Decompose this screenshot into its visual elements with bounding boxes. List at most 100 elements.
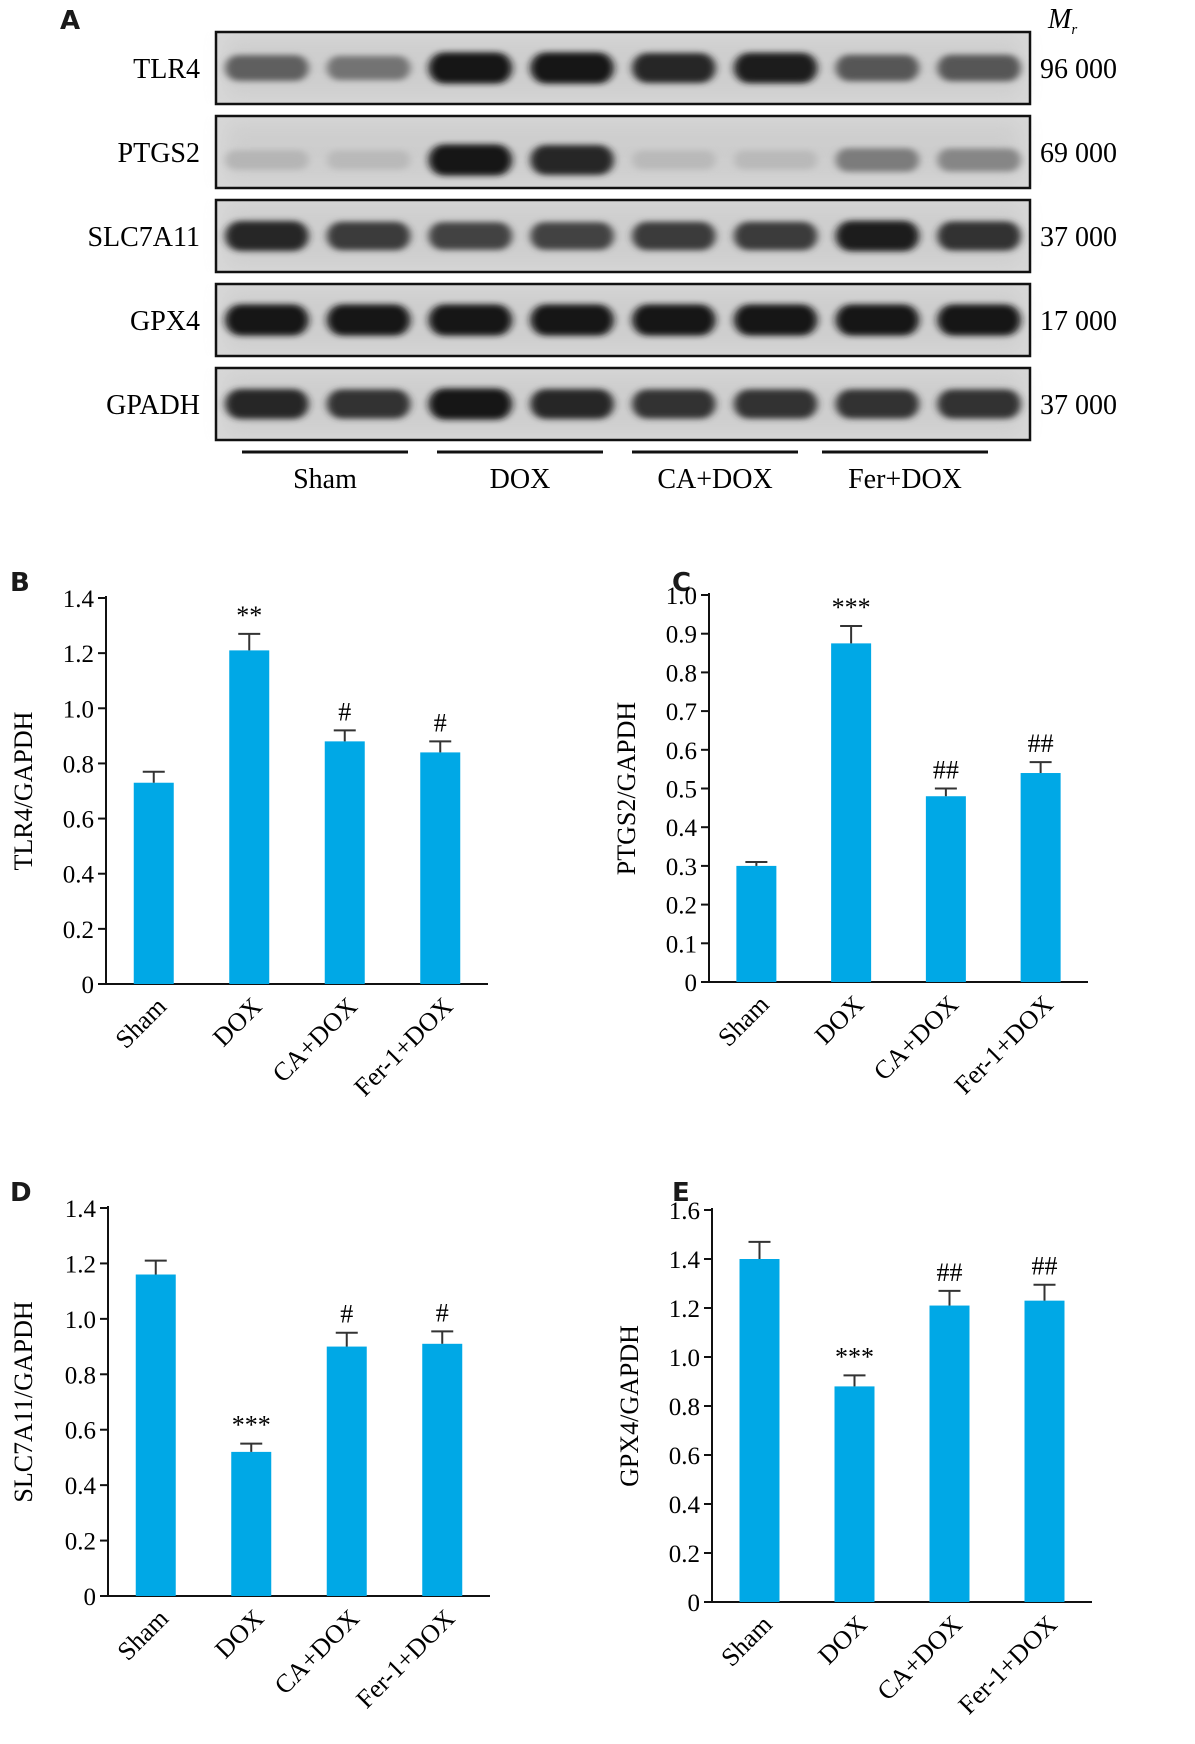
blot-band bbox=[733, 304, 818, 336]
blot-band bbox=[632, 53, 716, 83]
blot-band bbox=[835, 389, 920, 419]
blot-band bbox=[326, 55, 411, 81]
blot-band bbox=[733, 221, 818, 251]
significance-label: ## bbox=[1028, 729, 1054, 758]
significance-label: *** bbox=[835, 1342, 874, 1371]
x-tick-label: CA+DOX bbox=[868, 990, 964, 1086]
y-tick-label: 1.6 bbox=[669, 1198, 700, 1225]
x-tick-label: CA+DOX bbox=[871, 1610, 967, 1706]
y-tick-label: 1.0 bbox=[63, 696, 94, 723]
panel-label-e: E bbox=[672, 1178, 690, 1208]
x-tick-label: Sham bbox=[112, 1604, 174, 1666]
blot-band bbox=[835, 304, 920, 336]
y-tick-label: 0.6 bbox=[65, 1418, 96, 1445]
y-tick-label: 0.4 bbox=[666, 815, 698, 842]
blot-row-gpadh: GPADH 37 000 bbox=[106, 366, 1117, 442]
blot-band bbox=[937, 389, 1021, 419]
blot-band bbox=[530, 145, 614, 175]
x-tick-label: DOX bbox=[209, 1604, 269, 1664]
x-tick-label: Fer-1+DOX bbox=[949, 990, 1059, 1100]
panel-label-d: D bbox=[10, 1178, 32, 1208]
blot-frame bbox=[214, 282, 1032, 358]
x-tick-label: DOX bbox=[812, 1610, 872, 1670]
y-tick-label: 0.8 bbox=[63, 751, 94, 778]
blot-band bbox=[225, 389, 309, 419]
bar bbox=[229, 650, 270, 984]
blot-band bbox=[835, 54, 920, 82]
blot-band bbox=[937, 54, 1021, 82]
x-tick-label: DOX bbox=[207, 992, 267, 1052]
blot-band bbox=[428, 388, 513, 420]
significance-label: # bbox=[436, 1298, 449, 1327]
blot-band bbox=[632, 389, 716, 419]
panel-label-a: A bbox=[60, 6, 81, 36]
x-tick-label: DOX bbox=[809, 990, 869, 1050]
bar bbox=[834, 1386, 875, 1602]
chart-d: SLC7A11/GAPDH 0 0.2 0.4 0.6 0.8 1.0 1.2 1.4 Sham *… bbox=[9, 1196, 490, 1714]
x-tick-label: CA+DOX bbox=[269, 1604, 365, 1700]
blot-mw-label: 69 000 bbox=[1040, 138, 1117, 169]
y-tick-label: 1.2 bbox=[63, 641, 94, 668]
y-tick-label: 1.0 bbox=[666, 583, 697, 610]
blot-row-slc7a11: SLC7A11 37 000 bbox=[87, 198, 1117, 274]
y-tick-label: 1.2 bbox=[65, 1251, 96, 1278]
y-tick-label: 1.2 bbox=[669, 1296, 700, 1323]
bar bbox=[1024, 1300, 1065, 1602]
y-tick-label: 0.5 bbox=[666, 777, 697, 804]
y-tick-label: 0.4 bbox=[63, 862, 95, 889]
blot-band bbox=[428, 52, 513, 84]
blot-band bbox=[530, 304, 614, 336]
blot-band bbox=[733, 52, 818, 84]
y-tick-label: 0.6 bbox=[666, 738, 697, 765]
y-axis-label: SLC7A11/GAPDH bbox=[9, 1301, 38, 1503]
blot-mw-label: 37 000 bbox=[1040, 222, 1117, 253]
blot-row-label: PTGS2 bbox=[118, 138, 200, 169]
y-tick-label: 0 bbox=[685, 970, 698, 997]
y-axis-label: PTGS2/GAPDH bbox=[612, 702, 641, 876]
blot-band bbox=[937, 148, 1021, 172]
blot-band bbox=[632, 221, 716, 251]
blot-mw-label: 96 000 bbox=[1040, 54, 1117, 85]
y-tick-label: 1.4 bbox=[65, 1196, 97, 1223]
bar bbox=[324, 741, 365, 984]
blot-frame bbox=[214, 114, 1032, 190]
y-tick-label: 0.3 bbox=[666, 854, 697, 881]
y-tick-label: 0.9 bbox=[666, 622, 697, 649]
blot-band bbox=[326, 221, 411, 251]
x-tick-label: Fer-1+DOX bbox=[953, 1610, 1063, 1720]
bar bbox=[420, 752, 461, 984]
significance-label: ** bbox=[236, 601, 262, 630]
y-tick-label: 0.2 bbox=[63, 917, 94, 944]
blot-frame bbox=[214, 198, 1032, 274]
significance-label: ## bbox=[1032, 1252, 1058, 1281]
blot-mw-label: 17 000 bbox=[1040, 306, 1117, 337]
x-tick-label: Sham bbox=[712, 990, 774, 1052]
blot-band bbox=[937, 304, 1021, 336]
panel-label-c: C bbox=[672, 568, 692, 598]
y-tick-label: 0.8 bbox=[666, 660, 697, 687]
y-tick-label: 0.4 bbox=[669, 1492, 701, 1519]
y-tick-label: 0.8 bbox=[65, 1362, 96, 1389]
bar bbox=[133, 782, 174, 984]
blot-row-ptgs2: PTGS2 69 000 bbox=[118, 114, 1117, 190]
y-tick-label: 1.0 bbox=[65, 1307, 96, 1334]
y-tick-label: 0.6 bbox=[669, 1443, 700, 1470]
blot-frame bbox=[214, 30, 1032, 106]
significance-label: ## bbox=[933, 756, 959, 785]
significance-label: ## bbox=[937, 1258, 963, 1287]
significance-label: # bbox=[340, 1300, 353, 1329]
blot-row-gpx4: GPX4 17 000 bbox=[130, 282, 1117, 358]
blot-band bbox=[530, 222, 614, 250]
blot-row-label: GPX4 bbox=[130, 306, 200, 337]
bar bbox=[925, 796, 966, 982]
bar bbox=[736, 865, 777, 982]
blot-band bbox=[326, 150, 411, 170]
blot-row-tlr4: TLR4 96 000 bbox=[133, 30, 1117, 106]
y-tick-label: 0 bbox=[84, 1584, 97, 1611]
blot-band bbox=[428, 222, 513, 250]
y-tick-label: 0.2 bbox=[669, 1541, 700, 1568]
blot-row-label: SLC7A11 bbox=[87, 222, 200, 253]
x-tick-label: Fer-1+DOX bbox=[350, 1604, 460, 1714]
blot-band bbox=[632, 150, 716, 170]
x-tick-label: CA+DOX bbox=[267, 992, 363, 1088]
